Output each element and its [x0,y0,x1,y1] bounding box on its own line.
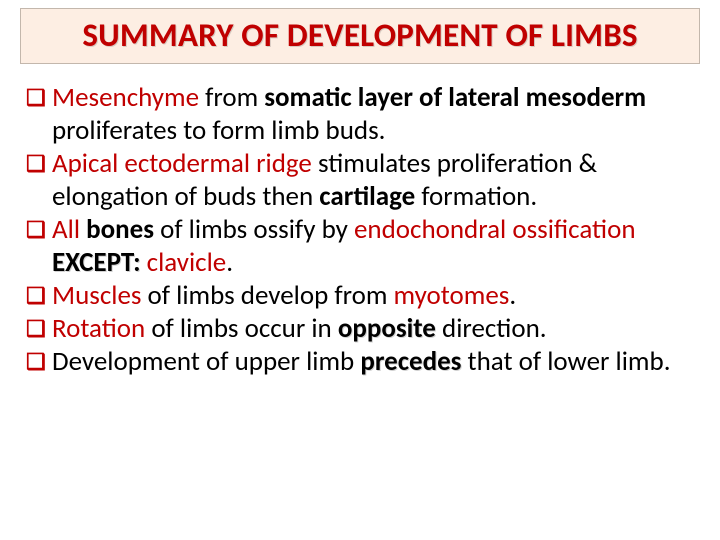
list-item-text: Apical ectodermal ridge stimulates proli… [52,148,700,214]
text-run: of limbs develop from [141,279,393,312]
content-area: ❑Mesenchyme from somatic layer of latera… [20,82,700,378]
list-item: ❑Rotation of limbs occur in opposite dir… [26,313,700,346]
slide: SUMMARY OF DEVELOPMENT OF LIMBS ❑Mesench… [0,0,720,540]
text-run: All [52,213,86,246]
text-run: of limbs occur in [145,312,338,345]
text-run: clavicle [141,246,227,279]
list-item: ❑Mesenchyme from somatic layer of latera… [26,82,700,148]
slide-title: SUMMARY OF DEVELOPMENT OF LIMBS [31,15,689,55]
title-box: SUMMARY OF DEVELOPMENT OF LIMBS [20,8,700,64]
list-item: ❑All bones of limbs ossify by endochondr… [26,214,700,280]
text-run: EXCEPT: [52,246,141,279]
text-run: formation. [415,180,537,213]
list-item-text: Mesenchyme from somatic layer of lateral… [52,82,700,148]
text-run: that of lower limb. [461,345,670,378]
text-run: bones [86,213,154,246]
list-item: ❑Development of upper limb precedes that… [26,346,700,379]
bullet-icon: ❑ [26,214,52,246]
text-run: Apical ectodermal ridge [52,147,312,180]
list-item-text: Development of upper limb precedes that … [52,346,700,379]
text-run: endochondral ossification [354,213,636,246]
bullet-icon: ❑ [26,346,52,378]
list-item-text: All bones of limbs ossify by endochondra… [52,214,700,280]
bullet-icon: ❑ [26,82,52,114]
list-item-text: Rotation of limbs occur in opposite dire… [52,313,700,346]
text-run: cartilage [319,180,415,213]
text-run: . [509,279,516,312]
bullet-icon: ❑ [26,313,52,345]
text-run: direction. [436,312,547,345]
text-run: myotomes [394,279,510,312]
bullet-icon: ❑ [26,148,52,180]
text-run: Muscles [52,279,141,312]
text-run: proliferates to form limb buds. [52,114,386,147]
list-item-text: Muscles of limbs develop from myotomes. [52,280,700,313]
text-run: Development of upper limb [52,345,360,378]
text-run: of limbs ossify by [154,213,354,246]
bullet-icon: ❑ [26,280,52,312]
list-item: ❑Apical ectodermal ridge stimulates prol… [26,148,700,214]
list-item: ❑Muscles of limbs develop from myotomes. [26,280,700,313]
text-run: opposite [338,312,436,345]
text-run: Mesenchyme [52,81,199,114]
text-run: Rotation [52,312,145,345]
text-run: . [226,246,233,279]
text-run: from [199,81,264,114]
text-run: somatic layer of lateral mesoderm [264,81,646,114]
text-run: precedes [360,345,461,378]
